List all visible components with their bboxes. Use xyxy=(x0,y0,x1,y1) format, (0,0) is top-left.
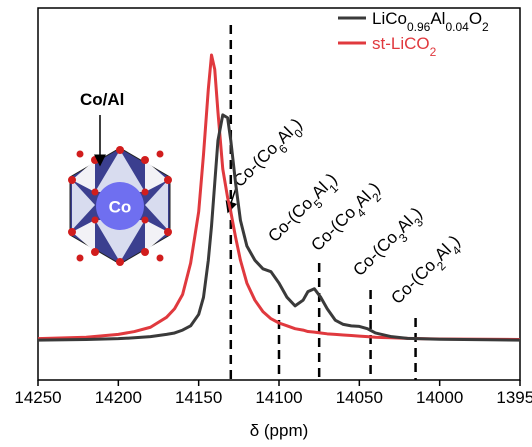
x-tick-label: 13950 xyxy=(496,388,532,407)
annotation-label: Co-(Co2Al4) xyxy=(387,231,468,312)
legend-label: LiCo0.96Al0.04O2 xyxy=(372,9,489,34)
chart: δ (ppm) Co/Al Co 14250 14200 14150 14100 140… xyxy=(0,0,532,447)
x-tick-label: 14150 xyxy=(175,388,222,407)
x-axis-label: δ (ppm) xyxy=(250,421,309,440)
x-tick-label: 14050 xyxy=(336,388,383,407)
x-tick-label: 14000 xyxy=(416,388,463,407)
x-tick-label: 14200 xyxy=(95,388,142,407)
annotation-label: Co-(Co6Al0) xyxy=(229,114,310,195)
inset-label: Co/Al xyxy=(80,90,124,109)
inset-center-label: Co xyxy=(109,197,132,216)
x-tick-label: 14250 xyxy=(14,388,61,407)
inset-structure xyxy=(68,115,172,266)
x-tick-label: 14100 xyxy=(255,388,302,407)
legend-label: st-LiCO2 xyxy=(372,34,437,59)
